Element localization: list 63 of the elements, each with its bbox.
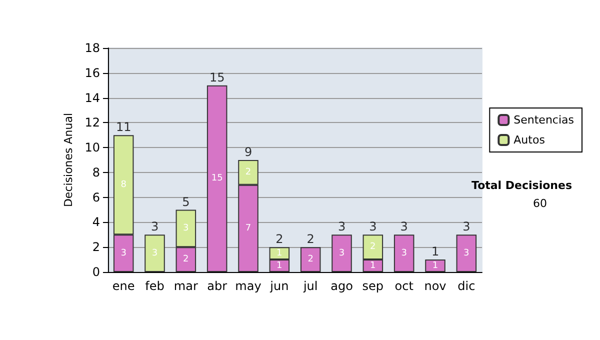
data-label: 2 xyxy=(183,254,189,265)
total-label: 5 xyxy=(182,194,190,209)
total-label: 3 xyxy=(400,220,408,234)
bar xyxy=(144,234,165,272)
data-label: 2 xyxy=(370,242,376,252)
x-tick-label: nov xyxy=(424,279,446,293)
data-label: 3 xyxy=(464,248,470,258)
total-label: 15 xyxy=(209,70,225,84)
data-label: 3 xyxy=(338,248,345,258)
y-tick-label: 2 xyxy=(92,240,100,254)
total-label: 2 xyxy=(306,232,314,246)
bar xyxy=(332,234,352,272)
y-axis-title: Decisiones Anual xyxy=(62,112,75,208)
x-tick-label: may xyxy=(235,279,262,293)
y-tick-label: 12 xyxy=(84,116,100,130)
x-tick-label: jul xyxy=(302,279,318,293)
total-label: 9 xyxy=(244,145,252,159)
legend-label: Autos xyxy=(514,134,546,146)
data-label: 15 xyxy=(211,174,223,184)
data-label: 8 xyxy=(120,180,127,190)
bar xyxy=(456,234,477,272)
data-label: 3 xyxy=(120,248,126,258)
x-tick-label: sep xyxy=(362,279,384,293)
y-tick-label: 6 xyxy=(92,190,100,204)
data-label: 1 xyxy=(276,248,282,258)
total-label: 2 xyxy=(276,232,284,246)
data-label: 1 xyxy=(370,260,376,271)
x-tick-label: dic xyxy=(458,279,476,293)
text: 60 xyxy=(533,197,548,210)
legend-label: Sentencias xyxy=(514,114,574,126)
data-label: 3 xyxy=(152,248,158,258)
total-label: 11 xyxy=(116,120,132,134)
data-label: 3 xyxy=(401,248,407,258)
bar xyxy=(300,247,321,272)
y-tick-label: 16 xyxy=(84,66,100,80)
bar xyxy=(394,234,414,272)
x-tick-label: ene xyxy=(112,279,135,293)
x-tick-label: oct xyxy=(394,279,414,293)
total-label: 3 xyxy=(338,220,346,234)
y-tick-label: 0 xyxy=(92,265,100,279)
x-tick-label: jun xyxy=(269,279,289,293)
data-label: 7 xyxy=(245,223,252,234)
y-tick-label: 10 xyxy=(84,140,100,155)
y-tick-label: 18 xyxy=(84,41,100,55)
data-label: 2 xyxy=(245,167,252,178)
y-tick-label: 14 xyxy=(84,90,100,105)
data-label: 3 xyxy=(183,223,189,234)
data-label: 1 xyxy=(432,260,438,271)
total-label: 3 xyxy=(150,220,159,234)
total-label: 3 xyxy=(369,220,377,234)
total-label: 3 xyxy=(462,220,470,234)
x-tick-label: feb xyxy=(145,279,164,293)
y-tick-label: 4 xyxy=(92,215,100,230)
x-tick-label: abr xyxy=(207,279,228,293)
annotation: Total Decisiones xyxy=(472,179,572,192)
x-tick-label: ago xyxy=(330,279,353,293)
data-label: 2 xyxy=(308,254,314,265)
total-label: 1 xyxy=(431,244,440,259)
bar xyxy=(425,260,446,272)
data-label: 1 xyxy=(276,260,282,271)
bar xyxy=(206,85,228,272)
x-tick-label: mar xyxy=(174,279,198,293)
y-tick-label: 8 xyxy=(92,165,100,180)
